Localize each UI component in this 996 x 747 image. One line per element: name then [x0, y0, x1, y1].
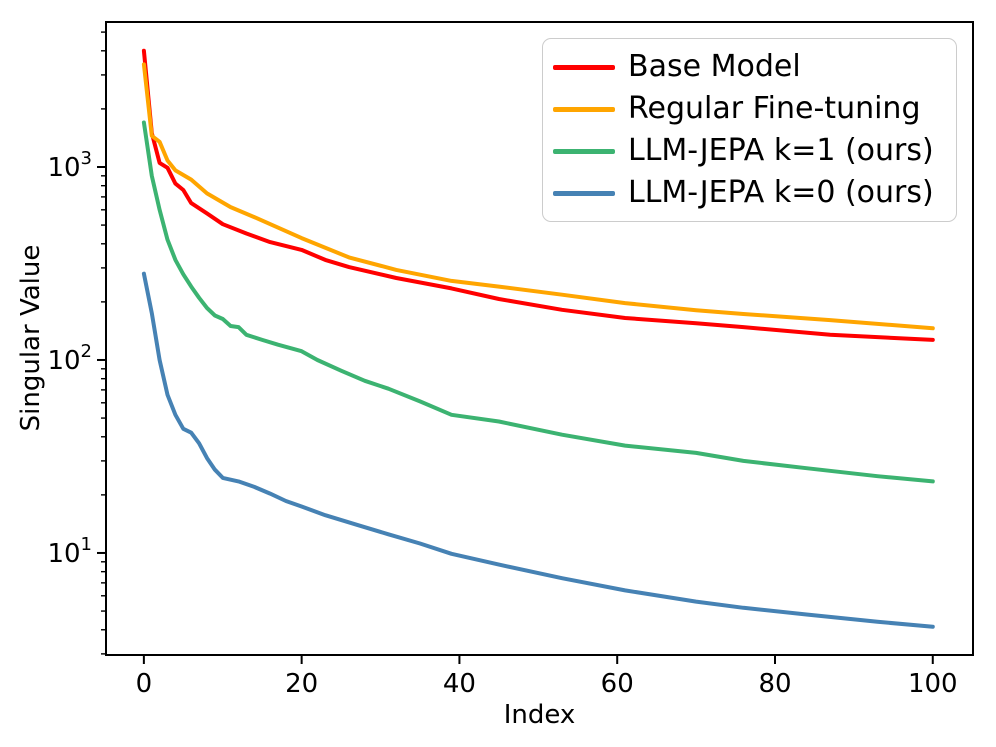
- legend-label: LLM-JEPA k=0 (ours): [628, 175, 934, 210]
- series-line-regular-fine-tuning: [141, 62, 935, 331]
- x-tick-label: 60: [601, 669, 634, 699]
- x-axis-label: Index: [503, 700, 576, 730]
- y-tick-label: 102: [47, 341, 92, 376]
- series-line-base-model: [141, 48, 935, 342]
- legend-line-sample: [553, 148, 615, 154]
- legend-line-sample: [553, 190, 615, 196]
- legend-line-sample: [553, 106, 615, 112]
- legend-label: LLM-JEPA k=1 (ours): [628, 133, 934, 168]
- legend: Base Model Regular Fine-tuning LLM-JEPA k=…: [542, 38, 957, 222]
- series-line-llm-jepa-k-0-ours: [141, 271, 935, 629]
- y-tick-label: 103: [47, 148, 92, 183]
- legend-item-regular-fine-tuning: Regular Fine-tuning: [553, 88, 956, 130]
- legend-line-sample: [553, 64, 615, 70]
- x-tick-label: 40: [443, 669, 476, 699]
- legend-item-llm-jepa-k-1-ours: LLM-JEPA k=1 (ours): [553, 130, 956, 172]
- legend-label: Regular Fine-tuning: [628, 91, 921, 126]
- x-tick-label: 100: [908, 669, 958, 699]
- x-tick-label: 0: [136, 669, 153, 699]
- x-tick-label: 20: [285, 669, 318, 699]
- legend-label: Base Model: [628, 49, 801, 84]
- series-line-llm-jepa-k-1-ours: [141, 120, 935, 484]
- legend-item-llm-jepa-k-0-ours: LLM-JEPA k=0 (ours): [553, 172, 956, 214]
- plot-border: [105, 21, 974, 656]
- legend-item-base-model: Base Model: [553, 46, 956, 88]
- x-tick-label: 80: [758, 669, 791, 699]
- y-axis-label: Singular Value: [16, 244, 46, 432]
- y-tick-label: 101: [47, 534, 92, 569]
